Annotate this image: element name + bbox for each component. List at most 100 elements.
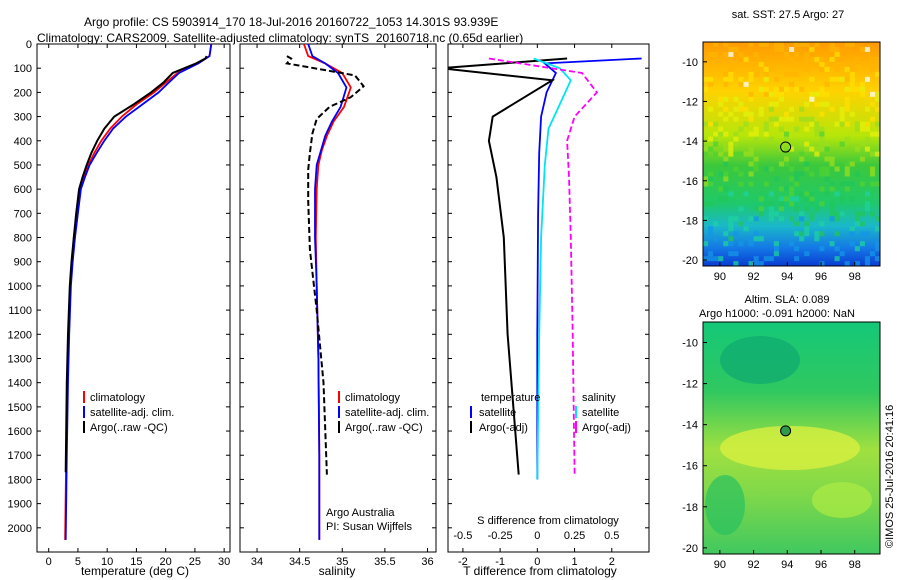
sst-pixel — [829, 216, 835, 222]
series-line — [448, 57, 568, 475]
legend-sal-satellite: satellite — [582, 407, 619, 419]
sst-pixel — [743, 191, 749, 197]
sst-pixel — [814, 206, 820, 212]
sst-pixel — [748, 91, 754, 97]
sst-pixel — [768, 66, 774, 72]
sst-pixel — [738, 221, 744, 227]
x-tick-label: 2 — [609, 556, 615, 568]
x-tick-label: 1 — [571, 556, 577, 568]
sst-pixel — [794, 42, 800, 47]
sst-pixel — [783, 161, 790, 167]
sst-pixel — [763, 61, 769, 67]
sst-pixel — [839, 181, 845, 187]
sst-pixel — [758, 106, 764, 112]
sst-pixel — [753, 131, 759, 137]
sst-pixel — [743, 81, 749, 87]
sst-pixel — [733, 231, 739, 237]
map-y-tick-label: -20 — [682, 255, 698, 267]
sst-pixel — [723, 176, 729, 182]
legend-sal-argo: Argo(-adj) — [582, 422, 631, 434]
sst-pixel — [703, 216, 709, 222]
sst-pixel — [854, 171, 860, 177]
sst-pixel — [723, 106, 729, 112]
sst-pixel — [789, 146, 795, 152]
sst-pixel — [875, 106, 881, 112]
sst-pixel — [794, 86, 800, 92]
sst-pixel — [743, 56, 749, 62]
sst-pixel — [748, 111, 754, 117]
temperature-xlabel: temperature (deg C) — [81, 564, 189, 578]
sst-pixel — [809, 211, 815, 217]
sst-pixel — [778, 196, 784, 202]
sst-pixel — [763, 131, 769, 137]
sst-pixel — [869, 151, 876, 157]
sst-pixel — [834, 51, 840, 57]
sst-pixel — [799, 42, 805, 47]
sst-pixel — [869, 66, 876, 72]
sst-pixel — [859, 221, 865, 227]
sst-map-frame — [702, 41, 881, 267]
sst-pixel — [733, 131, 739, 137]
sst-pixel — [794, 61, 800, 67]
sst-pixel — [778, 206, 784, 212]
sst-pixel — [763, 181, 769, 187]
sst-pixel — [743, 111, 749, 117]
legend-climatology-sal: climatology — [345, 392, 401, 404]
sst-pixel-texture — [703, 42, 881, 267]
sst-pixel — [718, 101, 724, 107]
sst-pixel — [804, 66, 810, 72]
sst-argo-marker — [780, 141, 792, 153]
sst-pixel — [738, 126, 744, 132]
sst-pixel — [819, 111, 825, 117]
temperature-legend: climatology satellite-adj. clim. Argo(..… — [83, 391, 174, 434]
sst-pixel — [748, 161, 754, 167]
sst-pixel — [864, 256, 871, 262]
sst-pixel — [829, 211, 835, 217]
sst-pixel — [804, 221, 810, 227]
sst-pixel — [713, 151, 719, 157]
depth-tick-label: 200 — [14, 87, 32, 99]
sst-pixel — [758, 61, 764, 67]
sst-pixel — [819, 261, 825, 267]
sst-pixel — [819, 126, 825, 132]
sst-pixel — [733, 116, 739, 122]
sst-pixel — [829, 42, 835, 47]
legend-argo-sal: Argo(..raw -QC) — [345, 422, 423, 434]
sst-pixel — [859, 141, 865, 147]
sst-pixel — [844, 66, 850, 72]
sst-pixel — [748, 236, 754, 242]
sst-pixel — [708, 136, 714, 142]
sst-pixel — [794, 196, 800, 202]
sst-pixel — [804, 231, 810, 237]
sst-pixel — [859, 121, 865, 127]
depth-tick-label: 100 — [14, 63, 32, 75]
sst-pixel — [738, 81, 744, 87]
sst-pixel — [718, 171, 724, 177]
sst-pixel — [799, 151, 805, 157]
sst-pixel — [799, 171, 805, 177]
sst-pixel — [783, 71, 790, 77]
sst-pixel — [794, 171, 800, 177]
sst-pixel — [804, 161, 810, 167]
sst-pixel — [844, 181, 850, 187]
x-tick-label: 36 — [421, 556, 433, 568]
sst-pixel — [773, 251, 779, 257]
sst-pixel — [738, 241, 744, 247]
sst-pixel — [799, 141, 805, 147]
sst-pixel — [799, 231, 805, 237]
depth-tick-label: 700 — [14, 208, 32, 220]
sst-pixel — [819, 171, 825, 177]
depth-tick-label: 600 — [14, 184, 32, 196]
sst-pixel — [783, 51, 790, 57]
sst-pixel — [703, 256, 709, 262]
sst-pixel — [849, 111, 855, 117]
map-x-tick-label: 98 — [849, 559, 861, 571]
x-tick-label: -2 — [458, 556, 468, 568]
sst-pixel — [748, 96, 754, 102]
sst-pixel — [763, 42, 769, 47]
sst-pixel — [804, 116, 810, 122]
depth-tick-label: 300 — [14, 112, 32, 124]
sst-pixel — [783, 196, 790, 202]
sst-pixel — [839, 251, 845, 257]
sst-pixel — [738, 151, 744, 157]
